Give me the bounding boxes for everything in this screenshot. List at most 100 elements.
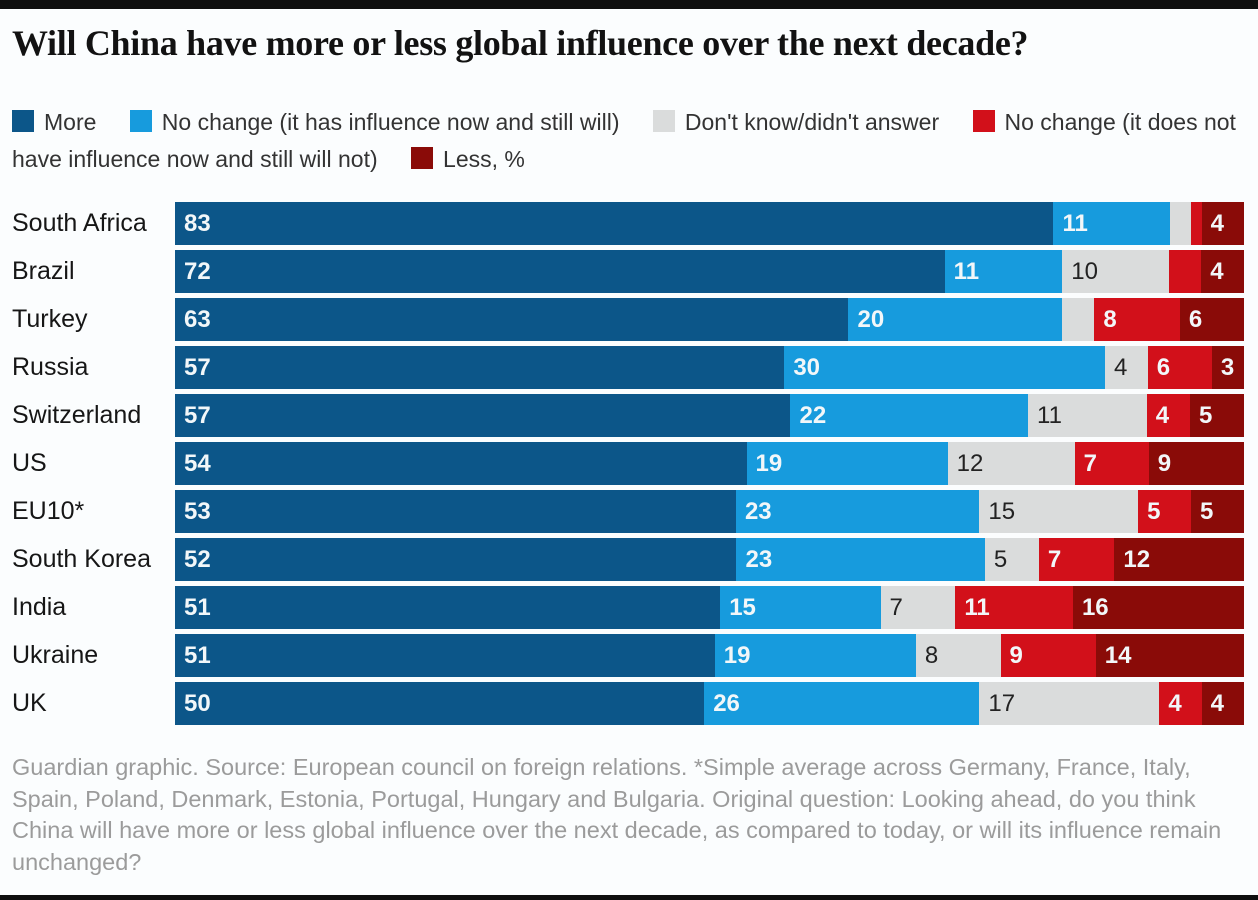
bar-segment-more: 72	[175, 250, 945, 293]
stacked-bar: 57 22 11 4 5	[175, 394, 1244, 437]
bar-segment-less: 4	[1201, 682, 1244, 725]
stacked-bar: 63 20 8 6	[175, 298, 1244, 341]
chart-row: Turkey 63 20 8 6	[12, 298, 1244, 341]
bar-segment-nochange-pos: 19	[714, 634, 916, 677]
bar-value-label: 11	[964, 593, 990, 621]
bar-segment-less: 6	[1179, 298, 1244, 341]
legend-label-nochange-pos: No change (it has influence now and stil…	[161, 109, 620, 135]
bar-value-label: 51	[184, 593, 211, 621]
country-label: South Africa	[12, 209, 147, 237]
bar-value-label: 17	[988, 689, 1016, 717]
bar-value-label: 12	[1123, 545, 1151, 573]
chart-content: Will China have more or less global infl…	[12, 23, 1244, 875]
bar-value-label: 7	[1047, 545, 1062, 573]
nochange-neg-swatch-icon	[972, 110, 995, 132]
bar-segment-nochange-neg	[1169, 250, 1202, 293]
stacked-bar: 57 30 4 6 3	[175, 346, 1244, 389]
bar-value-label: 30	[793, 353, 821, 381]
bar-segment-more: 83	[175, 202, 1054, 245]
legend-item-nochange-pos: No change (it has influence now and stil…	[129, 109, 620, 135]
bar-value-label: 4	[1155, 401, 1170, 429]
bar-value-label: 53	[184, 497, 211, 525]
bar-value-label: 10	[1071, 257, 1098, 285]
bar-value-label: 57	[184, 353, 211, 381]
bar-value-label: 22	[799, 401, 827, 429]
legend-item-nochange-neg: No change (it does not have influence no…	[12, 109, 1236, 172]
bar-segment-less: 12	[1114, 538, 1244, 581]
legend-label-more: More	[44, 109, 97, 135]
bar-segment-less: 9	[1148, 442, 1244, 485]
legend-item-less: Less, %	[411, 146, 525, 172]
bar-segment-more: 51	[175, 634, 715, 677]
stacked-bar-chart: South Africa 83 11 4 Brazil 72 11 10 4 Turkey 63 20…	[12, 202, 1244, 725]
top-border-strip	[0, 0, 1258, 9]
bar-value-label: 4	[1210, 209, 1224, 237]
chart-row: Ukraine 51 19 8 9 14	[12, 634, 1244, 677]
bar-segment-less: 4	[1201, 250, 1244, 293]
bar-value-label: 4	[1168, 689, 1182, 717]
bar-segment-more: 52	[175, 538, 737, 581]
bar-value-label: 7	[889, 593, 903, 621]
chart-row: UK 50 26 17 4 4	[12, 682, 1244, 725]
bar-value-label: 57	[184, 401, 211, 429]
bar-segment-nochange-neg: 9	[1000, 634, 1096, 677]
bar-segment-nochange-pos: 11	[1053, 202, 1170, 245]
bar-value-label: 19	[755, 449, 783, 477]
bottom-border-strip	[0, 895, 1258, 900]
bar-value-label: 5	[1200, 497, 1214, 525]
less-swatch-icon	[411, 147, 434, 169]
chart-title: Will China have more or less global infl…	[12, 23, 1029, 63]
bar-segment-more: 63	[175, 298, 849, 341]
bar-segment-nochange-pos: 11	[944, 250, 1063, 293]
bar-value-label: 9	[1157, 449, 1172, 477]
country-label: Switzerland	[12, 401, 142, 429]
bar-value-label: 26	[713, 689, 740, 717]
bar-segment-dontknow: 17	[979, 682, 1160, 725]
country-label: Turkey	[12, 305, 88, 333]
bar-value-label: 83	[184, 209, 211, 237]
bar-segment-dontknow: 4	[1105, 346, 1148, 389]
country-label: UK	[12, 689, 47, 717]
legend-item-more: More	[12, 109, 96, 135]
country-label: South Korea	[12, 545, 151, 573]
bar-value-label: 4	[1210, 689, 1224, 717]
bar-segment-nochange-neg: 5	[1138, 490, 1192, 533]
bar-segment-dontknow: 11	[1028, 394, 1147, 437]
bar-value-label: 14	[1104, 641, 1132, 669]
bar-value-label: 15	[729, 593, 756, 621]
bar-segment-nochange-pos: 22	[790, 394, 1029, 437]
chart-row: EU10* 53 23 15 5 5	[12, 490, 1244, 533]
bar-value-label: 54	[184, 449, 211, 477]
bar-segment-more: 51	[175, 586, 721, 629]
bar-value-label: 20	[857, 305, 885, 333]
bar-value-label: 7	[1083, 449, 1097, 477]
bar-value-label: 63	[184, 305, 211, 333]
stacked-bar: 54 19 12 7 9	[175, 442, 1244, 485]
bar-segment-dontknow: 8	[915, 634, 1001, 677]
bar-segment-nochange-pos: 19	[746, 442, 948, 485]
bar-segment-dontknow: 7	[880, 586, 956, 629]
bar-segment-dontknow: 5	[984, 538, 1039, 581]
bar-value-label: 9	[1009, 641, 1023, 669]
bar-segment-nochange-pos: 15	[720, 586, 881, 629]
dontknow-swatch-icon	[652, 110, 675, 132]
bar-segment-nochange-neg: 8	[1094, 298, 1180, 341]
bar-segment-nochange-neg: 7	[1074, 442, 1149, 485]
bar-segment-less: 5	[1189, 394, 1244, 437]
stacked-bar: 51 15 7 11 16	[175, 586, 1244, 629]
bar-segment-nochange-pos: 23	[735, 490, 980, 533]
country-label: US	[12, 449, 47, 477]
country-label: India	[12, 593, 67, 621]
bar-segment-dontknow: 12	[947, 442, 1075, 485]
bar-segment-more: 54	[175, 442, 747, 485]
country-label: Russia	[12, 353, 89, 381]
bar-segment-more: 50	[175, 682, 705, 725]
bar-segment-dontknow	[1169, 202, 1192, 245]
bar-value-label: 12	[956, 449, 984, 477]
bar-segment-more: 57	[175, 394, 791, 437]
bar-value-label: 72	[184, 257, 211, 285]
bar-segment-nochange-pos: 30	[784, 346, 1106, 389]
bar-value-label: 5	[1198, 401, 1213, 429]
chart-row: Russia 57 30 4 6 3	[12, 346, 1244, 389]
